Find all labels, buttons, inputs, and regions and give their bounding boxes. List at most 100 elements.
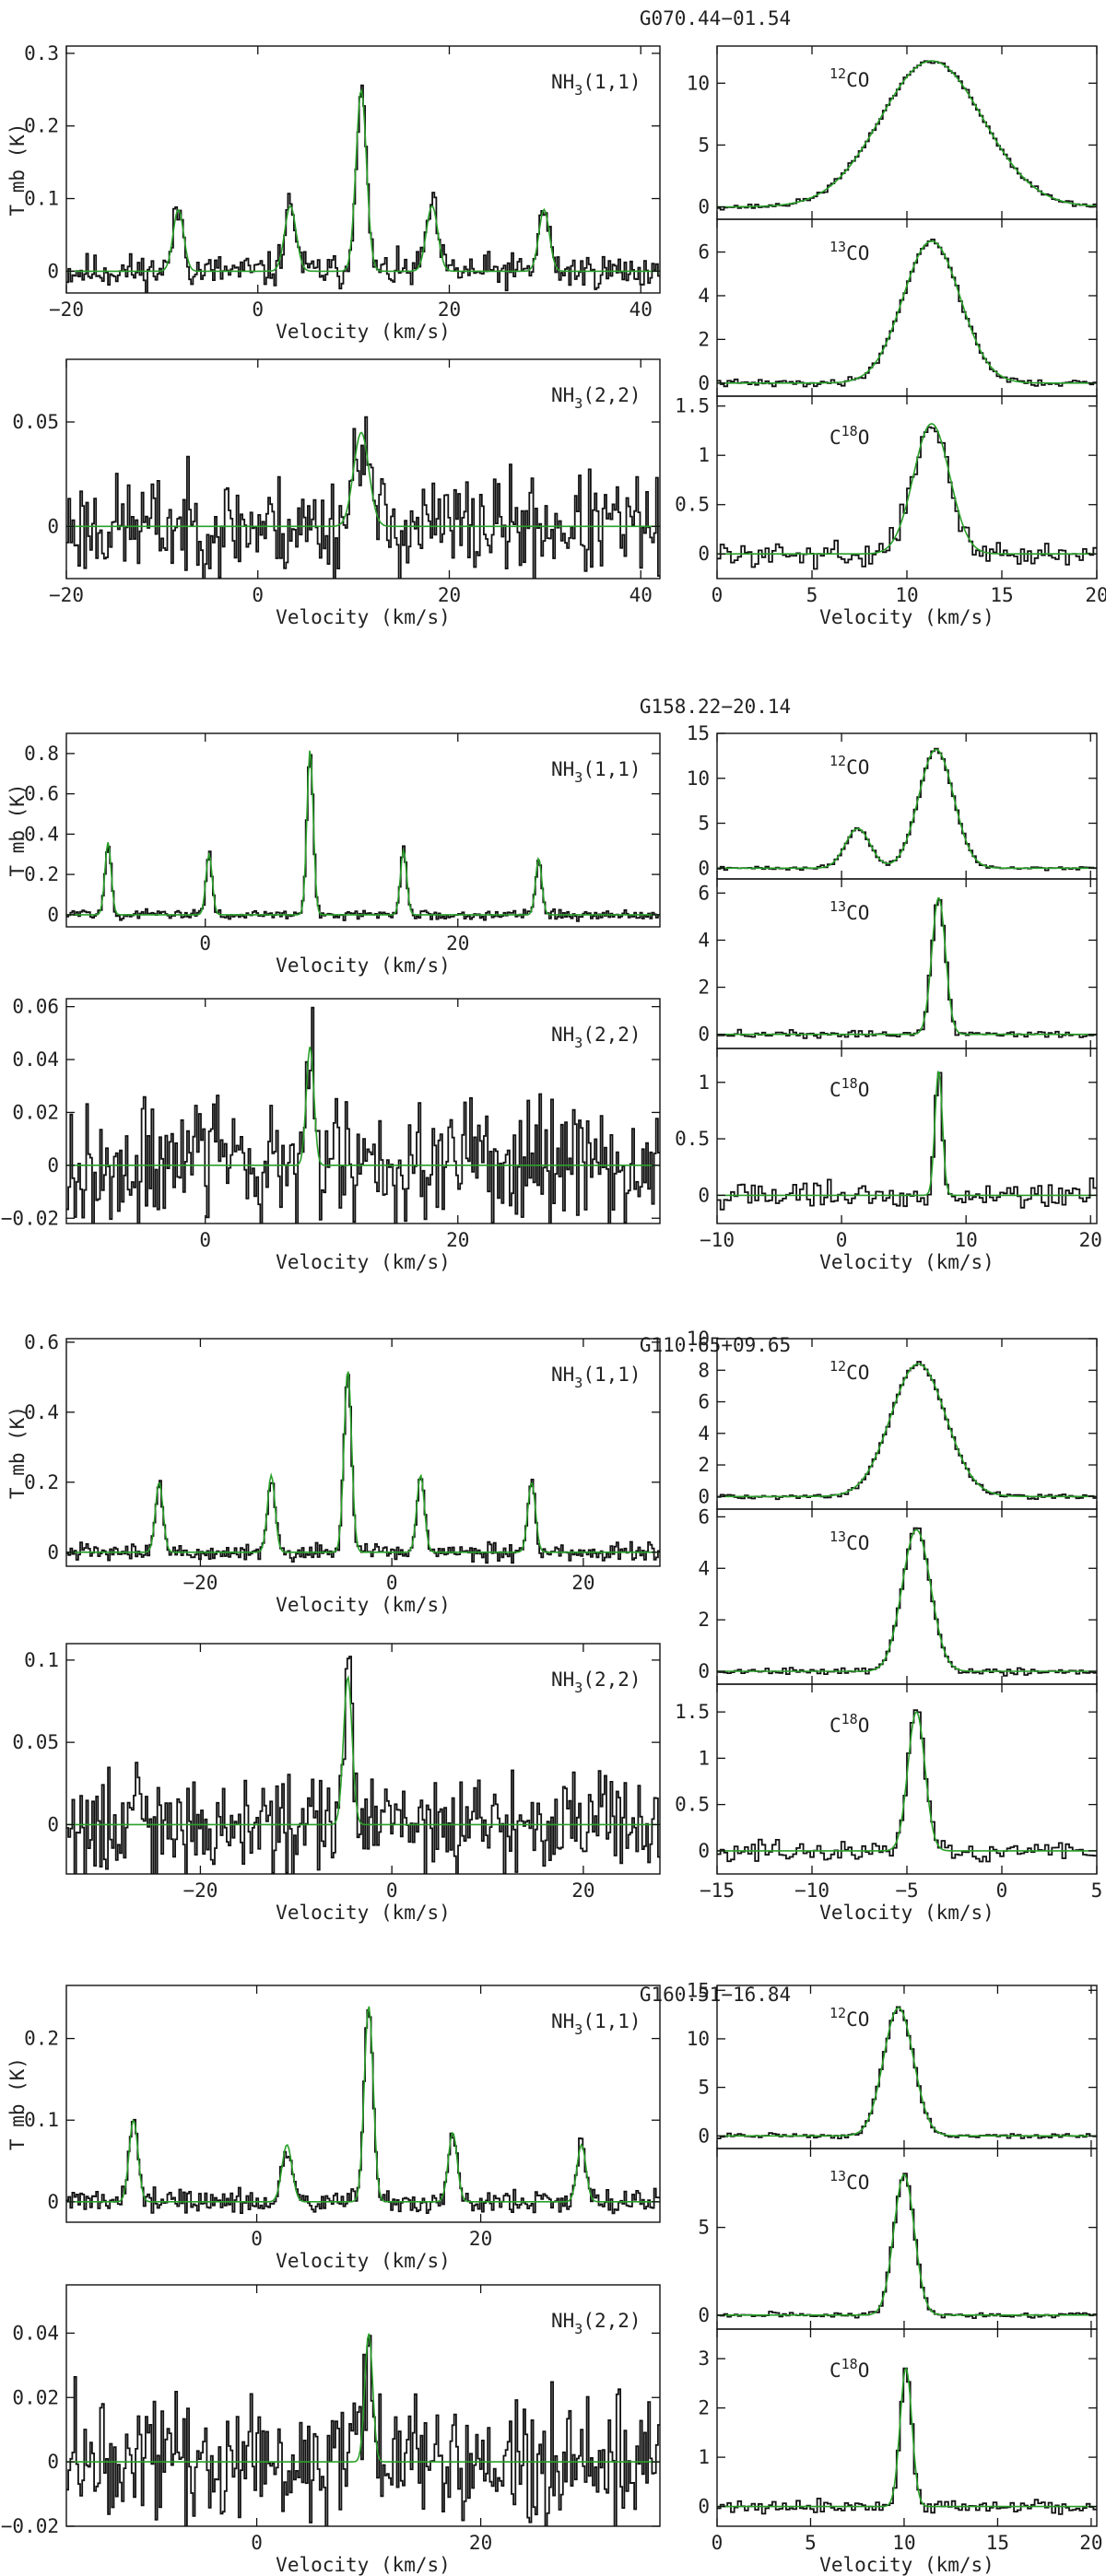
y-tick-label: 0.06 (12, 996, 59, 1018)
y-tick-label: 1 (698, 444, 710, 466)
isotope: 18 (841, 2356, 858, 2372)
fit-line (717, 2007, 1097, 2137)
y-tick-label: 0 (698, 1840, 710, 1862)
x-tick-label: 20 (469, 2532, 492, 2554)
mol: CO (846, 756, 869, 779)
panel-c18o-3: 0 1 2 3 0 5 10 15 20 Velocity (km/s) C18O (698, 2328, 1103, 2576)
x-tick-label: 20 (571, 1879, 594, 1902)
fit-line (66, 88, 660, 273)
spectrum-line (717, 1361, 1097, 1501)
y-tick-label: 10 (687, 2028, 710, 2050)
line-label: NH3(2,2) (551, 2310, 641, 2337)
x-axis-label: Velocity (km/s) (276, 1594, 451, 1616)
y-tick-label: 0 (47, 515, 59, 537)
species: NH (551, 1024, 574, 1046)
spectrum-line (66, 1006, 660, 1224)
y-tick-label: 4 (698, 929, 710, 951)
species-sub: 3 (574, 82, 582, 99)
y-tick-label: 3 (698, 2348, 710, 2370)
y-tick-label: 0 (47, 1154, 59, 1177)
species-sub: 3 (574, 395, 582, 412)
x-tick-label: 20 (438, 584, 461, 606)
y-tick-label: 0 (47, 2191, 59, 2213)
species: NH (551, 71, 574, 93)
x-tick-label: −20 (182, 1879, 218, 1902)
species-sub: 3 (574, 1680, 582, 1696)
y-tick-label: 0 (698, 1184, 710, 1206)
panel-13co-2: 0 2 4 6 13CO (698, 1505, 1098, 1685)
plot-frame (65, 2284, 661, 2527)
y-tick-label: 0.1 (24, 2109, 59, 2131)
x-tick-label: 40 (629, 584, 653, 606)
y-tick-label: 0.04 (12, 2322, 59, 2344)
x-tick-label: −5 (895, 1879, 918, 1902)
plot-frame (65, 1985, 661, 2223)
y-tick-label: 0.5 (675, 1794, 710, 1816)
transition: (2,2) (582, 384, 641, 406)
fit-line (717, 423, 1097, 555)
x-tick-label: 0 (386, 1572, 398, 1594)
source-title: G110.65+09.65 (640, 1334, 791, 1356)
mol: CO (846, 1362, 869, 1384)
plot-frame (716, 732, 1098, 880)
x-tick-label: 0 (712, 2532, 724, 2554)
x-axis-label: Velocity (km/s) (276, 321, 451, 343)
y-tick-label: 0 (698, 1660, 710, 1682)
plot-frame (65, 1643, 661, 1875)
panel-12co-0: 0 5 10 12CO (687, 45, 1098, 220)
panel-12co-2: 0 2 4 6 8 10 12CO (687, 1328, 1098, 1510)
line-label: C18O (830, 1075, 869, 1101)
y-tick-label: 5 (698, 2217, 710, 2239)
line-label: 12CO (830, 2005, 869, 2031)
spectrum-line (717, 2367, 1097, 2515)
y-tick-label: 0 (698, 2496, 710, 2518)
y-tick-label: 0.5 (675, 1128, 710, 1150)
y-tick-label: 0 (698, 2304, 710, 2326)
fit-line (717, 2173, 1097, 2316)
mol2: O (858, 1715, 870, 1737)
y-tick-label: 0.2 (24, 863, 59, 885)
y-tick-label: 0.2 (24, 2028, 59, 2050)
line-label: 12CO (830, 65, 869, 91)
panel-13co-1: 0 2 4 6 13CO (698, 878, 1098, 1049)
x-axis-label: Velocity (km/s) (819, 1902, 994, 1924)
plot-frame (65, 358, 661, 580)
isotope: 13 (830, 239, 846, 255)
line-label: 13CO (830, 898, 869, 924)
fit-line (717, 1363, 1097, 1498)
x-axis-label: Velocity (km/s) (276, 2554, 451, 2576)
x-tick-label: 0 (199, 1229, 211, 1251)
y-tick-label: 0.04 (12, 1048, 59, 1071)
spectrum-line (717, 2172, 1097, 2319)
plot-frame (65, 732, 661, 928)
x-tick-label: 0 (712, 584, 724, 606)
x-tick-label: 0 (251, 2532, 263, 2554)
species: NH (551, 1364, 574, 1386)
x-tick-label: −10 (794, 1879, 830, 1902)
y-tick-label: 2 (698, 2397, 710, 2419)
plot-frame (716, 45, 1098, 220)
x-axis-label: Velocity (km/s) (819, 1251, 994, 1273)
x-tick-label: 5 (806, 584, 818, 606)
y-tick-label: 10 (687, 1328, 710, 1350)
y-tick-label: 0.1 (24, 1649, 59, 1671)
x-tick-label: 0 (251, 2228, 263, 2250)
mol: C (830, 1715, 841, 1737)
mol: CO (846, 242, 869, 264)
isotope: 12 (830, 65, 846, 82)
mol2: O (858, 1079, 870, 1101)
panel-nh3-11-0: 0 0.1 0.2 0.3 −20 0 20 40 Velocity (km/s) NH3(1,1… (24, 42, 661, 343)
plot-frame (716, 218, 1098, 397)
x-axis-label: Velocity (km/s) (276, 954, 451, 977)
x-tick-label: −20 (49, 299, 84, 321)
y-tick-label: 0 (698, 372, 710, 394)
x-axis-label: Velocity (km/s) (819, 606, 994, 628)
y-tick-label: 0.8 (24, 743, 59, 765)
x-axis-label: Velocity (km/s) (276, 2250, 451, 2272)
y-tick-label: 0 (698, 1024, 710, 1046)
spectrum-line (66, 2335, 660, 2526)
x-tick-label: 15 (986, 2532, 1009, 2554)
species: NH (551, 2310, 574, 2332)
y-tick-label: 4 (698, 285, 710, 307)
